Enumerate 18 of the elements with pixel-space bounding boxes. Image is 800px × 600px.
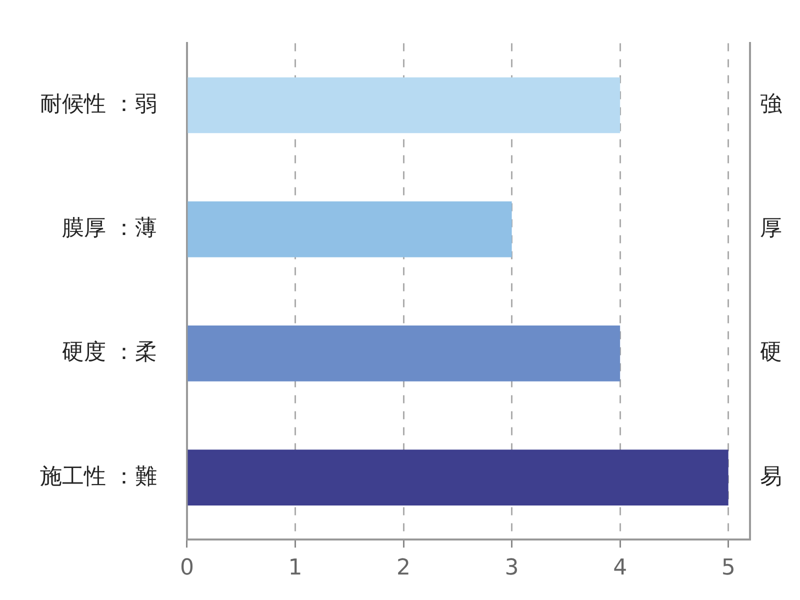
x-tick-label: 1 [288, 556, 302, 581]
y-tick-label: 耐候性 ：弱 [40, 92, 157, 117]
bar [188, 77, 620, 134]
y2-tick-label: 硬 [760, 340, 782, 366]
bar [188, 201, 512, 258]
bar [188, 450, 728, 506]
x-tick-label: 3 [504, 556, 519, 581]
bar [188, 326, 620, 382]
x-tick-label: 0 [180, 556, 194, 581]
y-tick-label: 膜厚 ：薄 [62, 216, 157, 242]
x-tick-label: 2 [396, 556, 411, 581]
y-tick-label: 施工性 ：難 [40, 464, 157, 490]
x-tick-label: 4 [613, 556, 628, 581]
y2-tick-label: 易 [760, 464, 782, 490]
y-tick-label: 硬度 ：柔 [62, 340, 157, 366]
y2-tick-label: 厚 [760, 216, 782, 242]
x-tick-label: 5 [721, 556, 736, 581]
y2-tick-label: 強 [760, 92, 782, 117]
